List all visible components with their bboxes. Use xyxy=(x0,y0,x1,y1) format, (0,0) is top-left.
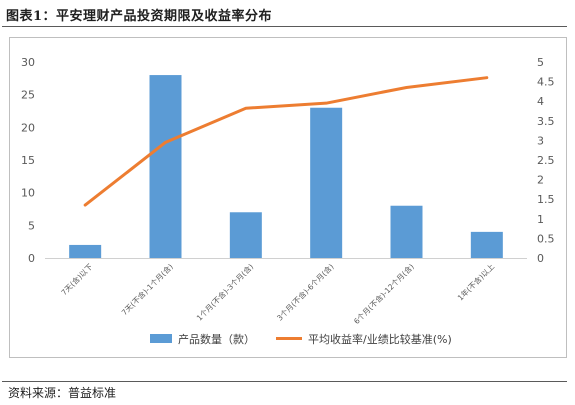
y-left-tick-label: 30 xyxy=(21,56,35,69)
line-series xyxy=(83,76,489,207)
figure-title: 图表1：平安理财产品投资期限及收益率分布 xyxy=(6,9,273,24)
chart-area: 0 5 10 15 20 25 30 0 0.5 1 1.5 2 2.5 3 3.5 4 4.5 5 7天(含)以下… xyxy=(9,37,567,358)
legend-label-line: 平均收益率/业绩比较基准(%) xyxy=(308,332,452,346)
y-right-tick-label: 2.5 xyxy=(537,154,555,167)
category-label: 1年(不含)以上 xyxy=(455,261,496,302)
y-right-tick-label: 3 xyxy=(537,134,544,147)
bar xyxy=(470,231,503,258)
y-left-tick-label: 15 xyxy=(21,154,35,167)
y-right-tick-label: 5 xyxy=(537,56,544,69)
category-label: 6个月(不含)-12个月(含) xyxy=(351,261,416,326)
category-label: 7天(含)以下 xyxy=(59,261,95,297)
bar xyxy=(149,75,182,258)
y-left-tick-label: 25 xyxy=(21,89,35,102)
y-right-tick-label: 2 xyxy=(537,174,544,187)
title-divider xyxy=(2,26,567,27)
category-label: 7天(不含)-1个月(含) xyxy=(119,261,175,317)
y-right-tick-label: 0 xyxy=(537,252,544,265)
y-left-tick-label: 0 xyxy=(28,252,35,265)
legend-label-bar: 产品数量（款） xyxy=(178,332,255,346)
y-left-tick-label: 10 xyxy=(21,187,35,200)
y-left-tick-label: 20 xyxy=(21,121,35,134)
source-note: 资料来源：普益标准 xyxy=(8,386,117,400)
y-right-tick-label: 1.5 xyxy=(537,193,555,206)
y-right-tick-label: 4.5 xyxy=(537,76,555,89)
y-right-tick-label: 0.5 xyxy=(537,232,555,245)
y-right-tick-label: 3.5 xyxy=(537,115,555,128)
bar xyxy=(390,205,423,258)
bar xyxy=(69,244,102,258)
y-left-tick-label: 5 xyxy=(28,219,35,232)
chart-svg: 0 5 10 15 20 25 30 0 0.5 1 1.5 2 2.5 3 3.5 4 4.5 5 7天(含)以下… xyxy=(21,56,555,346)
legend-swatch-bar xyxy=(150,334,172,343)
category-label: 1个月(不含)-3个月(含) xyxy=(194,261,255,322)
y-right-tick-label: 1 xyxy=(537,213,544,226)
category-label: 3个月(不含)-6个月(含) xyxy=(274,261,335,322)
bar xyxy=(229,212,262,258)
bar xyxy=(310,107,343,258)
y-right-tick-label: 4 xyxy=(537,95,544,108)
source-divider xyxy=(2,381,567,382)
